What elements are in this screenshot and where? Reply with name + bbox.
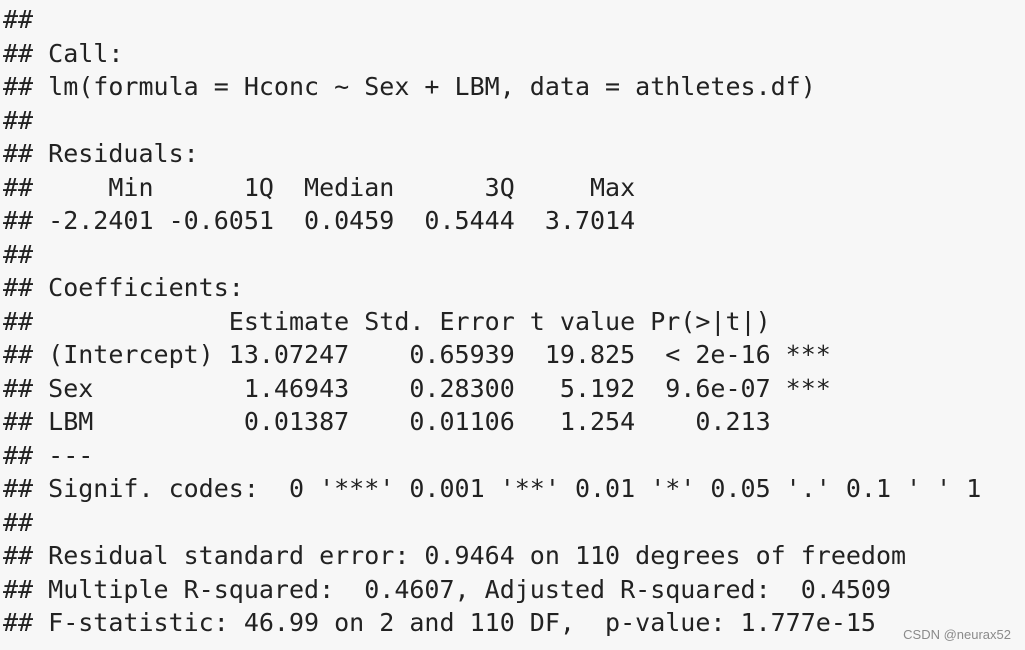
output-line: ## F-statistic: 46.99 on 2 and 110 DF, p… (3, 608, 876, 637)
output-line: ## Estimate Std. Error t value Pr(>|t|) (3, 306, 771, 336)
watermark: CSDN @neurax52 (903, 627, 1011, 642)
output-line: ## (3, 507, 34, 537)
output-line: ## Residuals: (3, 139, 199, 168)
output-line: ## (Intercept) 13.07247 0.65939 19.825 <… (3, 340, 831, 369)
output-line: ## Residual standard error: 0.9464 on 11… (3, 541, 907, 570)
console-output: ## ## Call: ## lm(formula = Hconc ~ Sex + … (3, 3, 981, 640)
output-line: ## Multiple R-squared: 0.4607, Adjusted … (3, 574, 892, 604)
output-line: ## Min 1Q Median 3Q Max (3, 172, 636, 202)
output-line: ## LBM 0.01387 0.01106 1.254 0.213 (3, 407, 771, 436)
output-line: ## Coefficients: (3, 273, 244, 302)
output-line: ## (3, 5, 34, 34)
output-line: ## --- (3, 440, 94, 470)
output-line: ## Call: (3, 38, 124, 68)
output-line: ## Sex 1.46943 0.28300 5.192 9.6e-07 *** (3, 373, 831, 403)
output-line: ## (3, 239, 34, 269)
output-line: ## Signif. codes: 0 '***' 0.001 '**' 0.0… (3, 474, 982, 503)
output-line: ## (3, 105, 34, 135)
output-line: ## lm(formula = Hconc ~ Sex + LBM, data … (3, 72, 816, 101)
output-line: ## -2.2401 -0.6051 0.0459 0.5444 3.7014 (3, 206, 636, 235)
